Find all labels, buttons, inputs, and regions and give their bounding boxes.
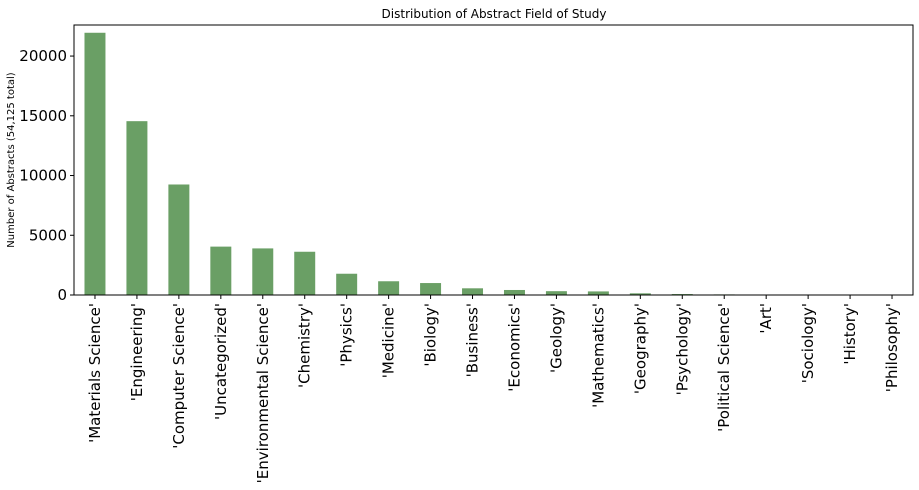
x-tick-label: 'Sociology' (799, 303, 817, 383)
y-tick-label: 5000 (29, 226, 67, 244)
x-tick-label: 'Mathematics' (589, 303, 607, 408)
bar-11 (545, 291, 567, 295)
y-tick-label: 15000 (19, 107, 67, 125)
x-tick-label: 'Engineering' (128, 303, 146, 401)
x-tick-label: 'Philosophy' (883, 303, 901, 392)
bar-8 (420, 283, 442, 295)
x-tick-label: 'Materials Science' (86, 303, 104, 443)
x-tick-label: 'Chemistry' (296, 303, 314, 388)
x-tick-label: 'Psychology' (673, 303, 691, 395)
x-tick-label: 'Business' (464, 303, 482, 377)
x-tick-label: 'Physics' (338, 303, 356, 367)
x-tick-label: 'Economics' (505, 303, 523, 392)
bar-1 (126, 121, 148, 295)
bar-12 (587, 291, 609, 295)
y-axis-label: Number of Abstracts (54,125 total) (6, 72, 17, 247)
plot-frame (73, 24, 914, 296)
x-tick-label: 'Environmental Science' (254, 303, 272, 483)
bar-2 (168, 184, 190, 295)
bar-10 (503, 289, 525, 295)
x-tick-label: 'Geology' (547, 303, 565, 373)
bar-4 (252, 248, 274, 295)
bars-group (84, 32, 903, 295)
y-tick-label: 20000 (19, 47, 67, 65)
bar-5 (294, 251, 316, 295)
bar-7 (378, 281, 400, 295)
bar-6 (336, 273, 358, 295)
bar-3 (210, 246, 232, 295)
y-tick-label: 0 (57, 286, 67, 304)
bar-0 (84, 32, 106, 295)
y-axis: 0 5000 10000 15000 20000 (19, 47, 74, 304)
y-tick-label: 10000 (19, 167, 67, 185)
bar-13 (629, 293, 651, 295)
x-tick-label: 'Uncategorized' (212, 303, 230, 420)
x-tick-label: 'Biology' (422, 303, 440, 367)
x-tick-label: 'History' (841, 303, 859, 365)
bar-9 (462, 288, 484, 295)
x-tick-label: 'Computer Science' (170, 303, 188, 449)
x-axis: 'Materials Science' 'Engineering' 'Compute… (86, 295, 901, 483)
x-tick-label: 'Political Science' (715, 303, 733, 432)
x-tick-label: 'Art' (757, 303, 775, 334)
x-tick-label: 'Geography' (631, 303, 649, 394)
x-tick-label: 'Medicine' (380, 303, 398, 378)
chart-title: Distribution of Abstract Field of Study (382, 7, 607, 21)
